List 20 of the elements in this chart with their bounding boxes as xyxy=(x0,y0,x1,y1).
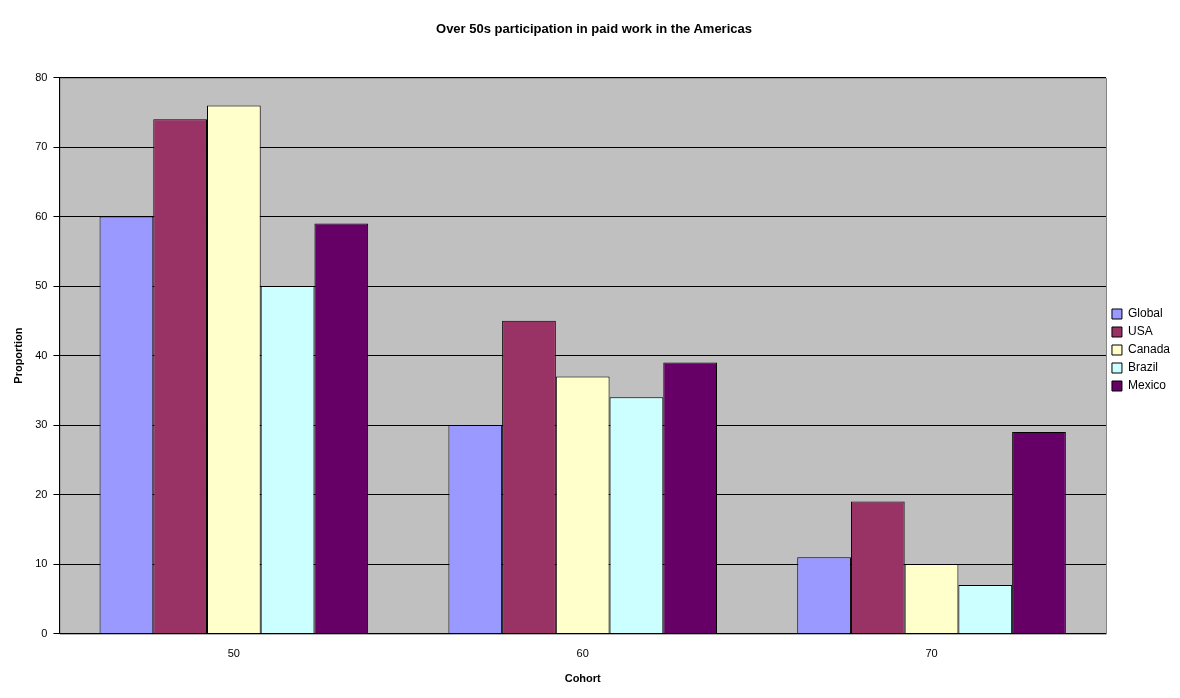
y-tick-label: 60 xyxy=(35,209,48,222)
y-axis-title: Proportion xyxy=(11,327,24,384)
legend-label: Mexico xyxy=(1127,378,1167,393)
chart-title: Over 50s participation in paid work in the Americas xyxy=(436,21,752,37)
x-axis-title: Cohort xyxy=(564,672,602,685)
y-tick-label: 10 xyxy=(35,557,48,570)
y-tick-label: 80 xyxy=(35,70,48,83)
y-tick-label: 40 xyxy=(35,348,48,361)
x-tick-label: 50 xyxy=(227,647,240,660)
y-tick-label: 50 xyxy=(35,279,48,292)
x-tick-label: 70 xyxy=(925,647,938,660)
y-tick-label: 30 xyxy=(35,418,48,431)
y-tick-label: 70 xyxy=(35,140,48,153)
y-tick-label: 20 xyxy=(35,487,48,500)
y-tick-label: 0 xyxy=(41,626,48,639)
x-tick-label: 60 xyxy=(576,647,589,660)
legend-label: Brazil xyxy=(1127,360,1158,375)
legend-label: Canada xyxy=(1127,342,1171,357)
legend-label: USA xyxy=(1127,324,1153,339)
legend-label: Global xyxy=(1127,306,1163,321)
